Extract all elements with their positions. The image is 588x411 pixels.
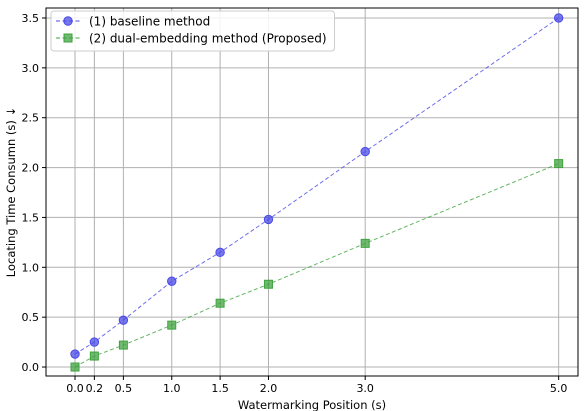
data-point [554,159,564,169]
x-tick-label: 5.0 [550,382,568,395]
data-point [263,279,273,289]
x-tick-label: 0.2 [86,382,104,395]
y-tick-label: 1.5 [22,211,40,224]
grid [46,8,578,376]
x-tick-label: 2.0 [260,382,278,395]
data-point [89,337,100,347]
x-tick-label: 1.0 [163,382,181,395]
legend: (1) baseline method (2) dual-embedding me… [50,10,335,52]
legend-box [50,10,335,52]
x-axis-label: Watermarking Position (s) [238,398,386,411]
legend-label: (1) baseline method [89,15,210,29]
series-layer [70,13,564,372]
data-point [70,349,80,359]
y-axis-label: Locating Time Consumn (s) ↓ [4,107,18,277]
legend-marker [63,16,73,26]
legend-item: (1) baseline method [56,15,210,29]
legend-marker [63,33,73,43]
y-tick-label: 0.0 [22,361,40,374]
plot-frame [45,7,579,377]
y-tick-label: 0.5 [22,311,40,324]
data-point [263,214,274,225]
y-tick-label: 1.0 [22,261,40,274]
data-point [167,320,177,330]
y-tick-label: 2.0 [22,162,40,175]
data-point [70,362,80,372]
x-tick-label: 3.0 [356,382,374,395]
data-point [89,351,99,361]
series-line [74,17,559,355]
data-point [360,238,370,248]
y-tick-label: 2.5 [22,112,40,125]
data-point [167,276,177,286]
ticks: 0.0 0.2 0.5 1.0 1.5 2.0 3.0 5.00.00.51.01.52.02… [22,12,568,395]
legend-item: (2) dual-embedding method (Proposed) [56,32,327,46]
data-point [553,13,564,23]
x-tick-label: 1.5 [211,382,229,395]
data-point [360,146,370,157]
data-point [118,315,129,325]
series-1 [70,13,564,359]
series-line [74,163,559,368]
x-tick-label: 0.5 [115,382,133,395]
y-tick-label: 3.0 [22,62,40,75]
data-point [215,247,225,258]
y-tick-label: 3.5 [22,12,40,25]
series-2 [70,159,564,372]
x-tick-label: 0.0 [66,382,84,395]
legend-label: (2) dual-embedding method (Proposed) [89,32,327,46]
data-point [215,298,225,308]
data-point [118,340,128,350]
